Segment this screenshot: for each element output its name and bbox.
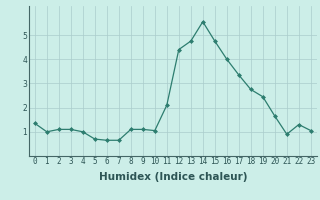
X-axis label: Humidex (Indice chaleur): Humidex (Indice chaleur) bbox=[99, 172, 247, 182]
